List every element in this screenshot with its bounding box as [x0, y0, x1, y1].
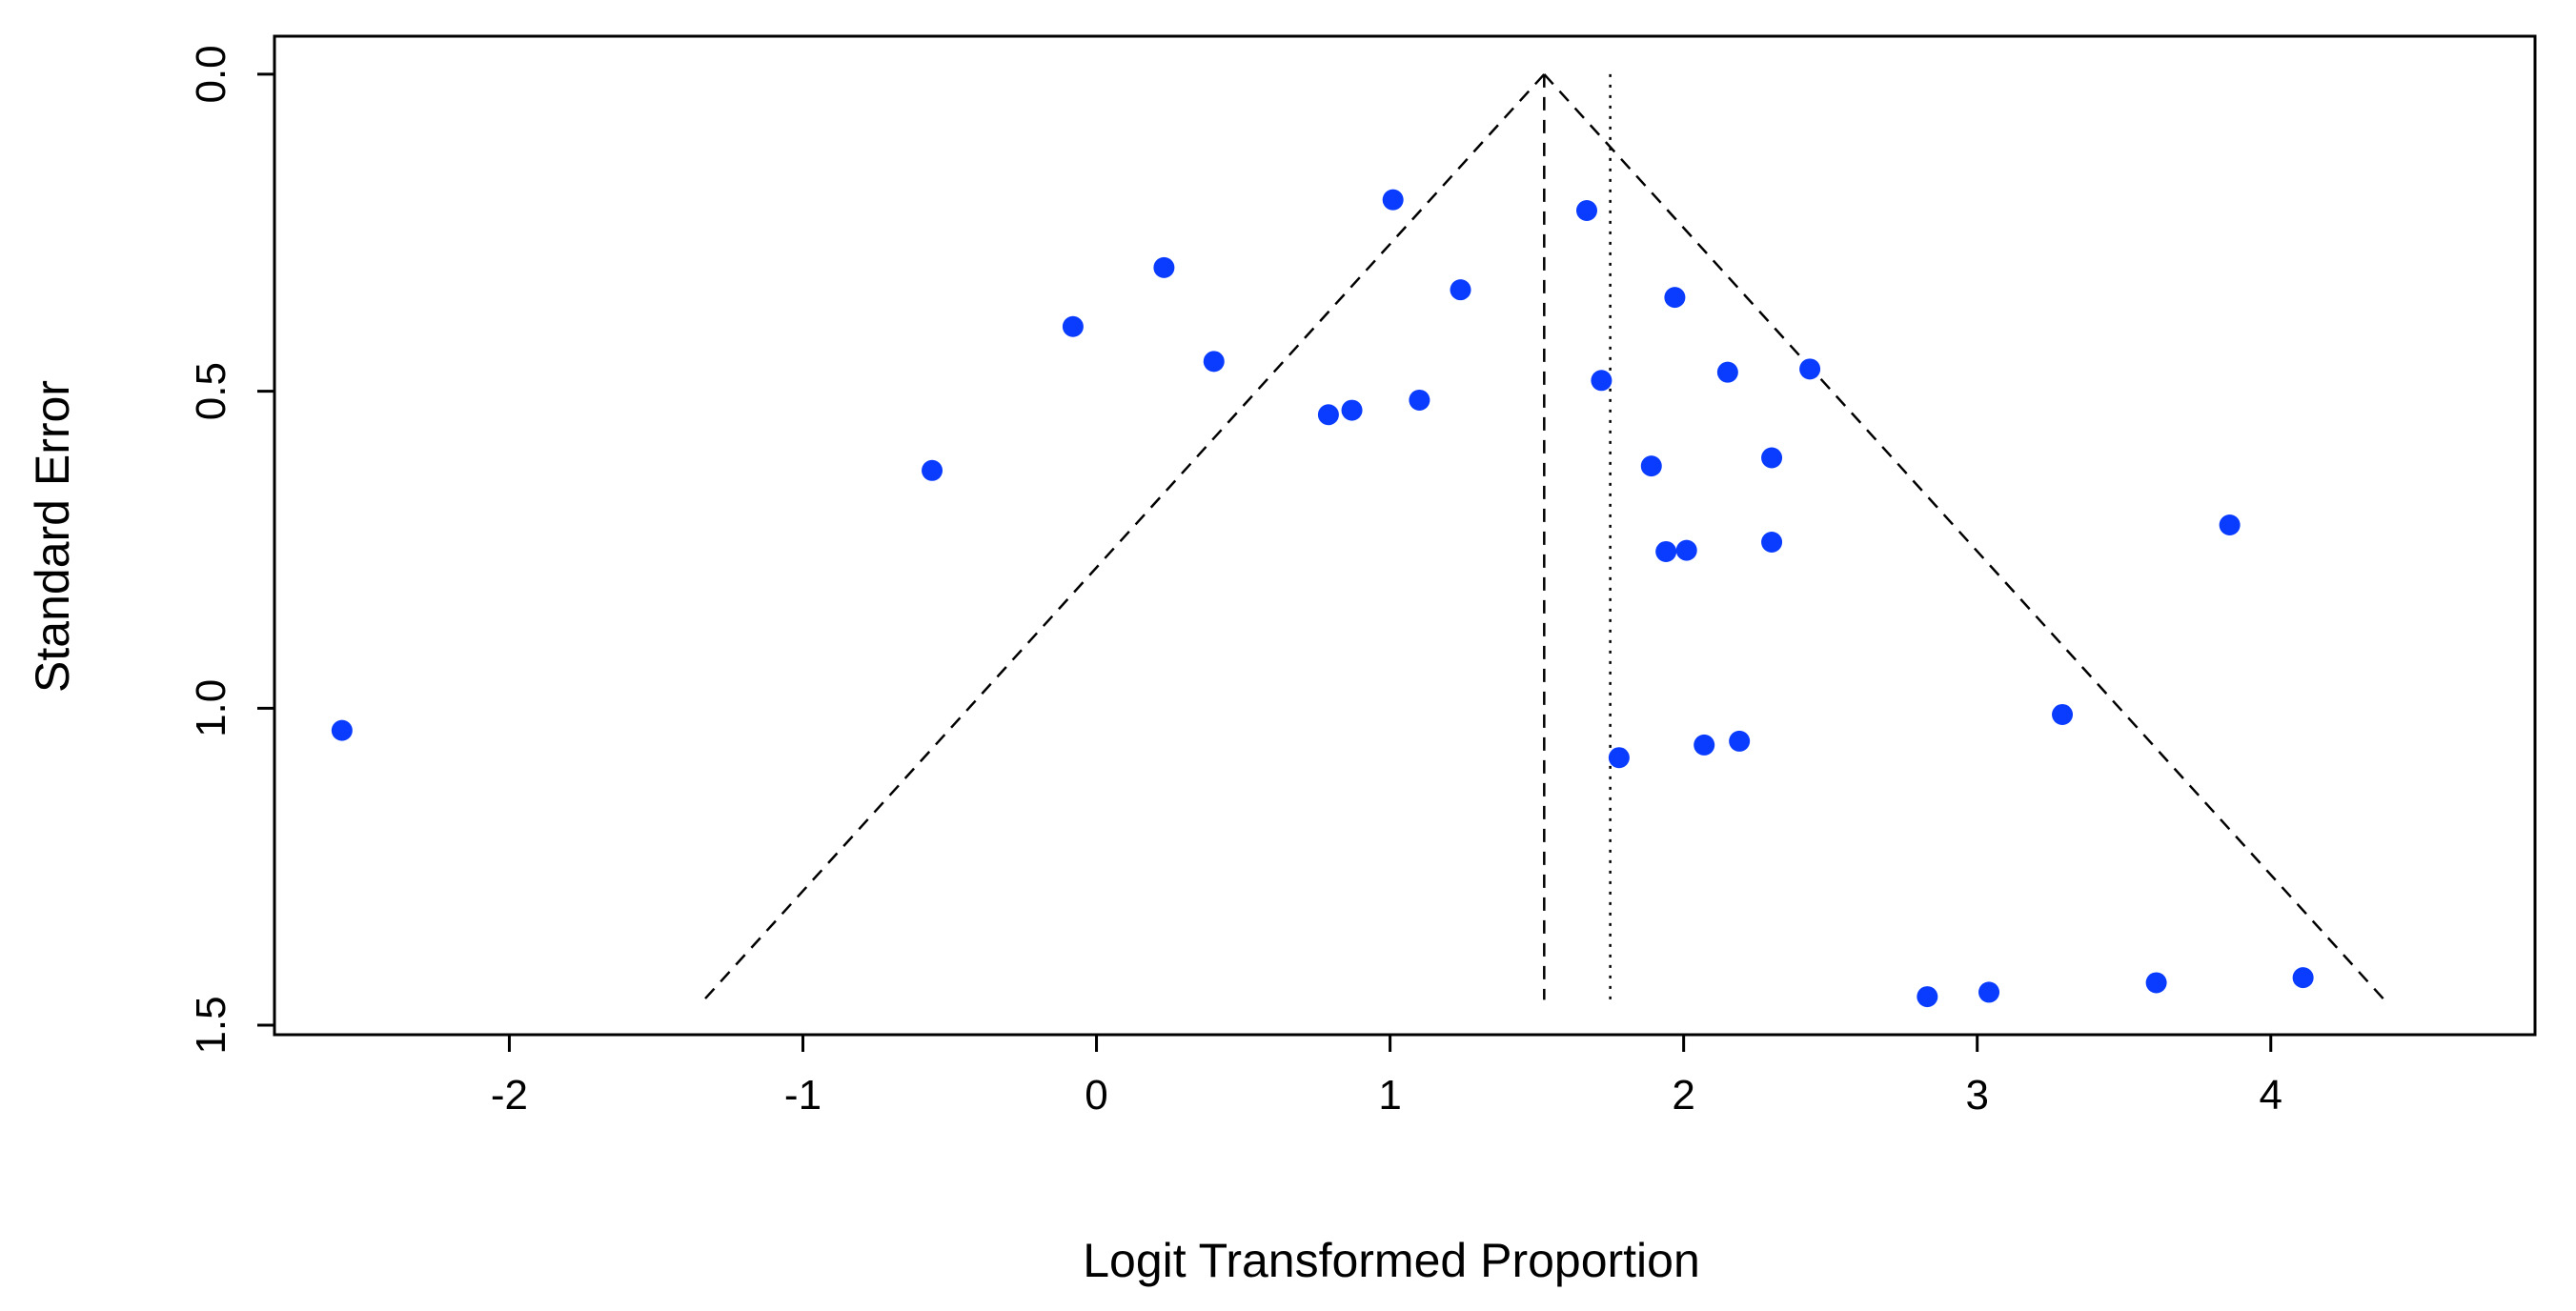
data-point — [1761, 531, 1783, 553]
data-point — [1729, 730, 1751, 752]
x-tick-label: -1 — [784, 1072, 821, 1119]
data-point — [1799, 358, 1821, 380]
data-points — [331, 189, 2314, 1008]
plot-frame — [273, 34, 2537, 1037]
data-point — [1409, 389, 1430, 411]
data-point — [1608, 747, 1630, 769]
x-axis-title: Logit Transformed Proportion — [1083, 1234, 1700, 1287]
data-point — [2145, 972, 2167, 994]
data-point — [1694, 734, 1715, 756]
x-axis: -2 -1 0 1 2 3 4 — [491, 1035, 2282, 1119]
x-tick-label: 4 — [2260, 1072, 2282, 1119]
data-point — [1317, 404, 1339, 426]
data-point — [1716, 361, 1738, 383]
data-point — [1341, 399, 1363, 421]
data-point — [1675, 539, 1697, 561]
x-tick-label: 2 — [1672, 1072, 1694, 1119]
y-axis: 0.0 0.5 1.0 1.5 — [188, 45, 274, 1055]
funnel-left-line — [702, 73, 1546, 1001]
data-point — [1664, 287, 1686, 309]
x-tick-label: 1 — [1378, 1072, 1401, 1119]
y-tick-label: 0.5 — [188, 362, 234, 420]
x-tick-label: -2 — [491, 1072, 528, 1119]
funnel-lines — [702, 73, 2385, 1001]
data-point — [1591, 370, 1613, 392]
data-point — [1917, 986, 1938, 1008]
data-point — [1978, 981, 2000, 1003]
data-point — [1640, 455, 1662, 477]
data-point — [1153, 256, 1175, 278]
data-point — [922, 459, 943, 481]
data-point — [1450, 279, 1471, 301]
x-tick-label: 3 — [1965, 1072, 1988, 1119]
data-point — [1761, 447, 1783, 469]
data-point — [331, 719, 353, 741]
data-point — [2292, 967, 2314, 989]
x-tick-label: 0 — [1085, 1072, 1107, 1119]
funnel-right-line — [1543, 73, 2385, 1001]
data-point — [2052, 703, 2074, 725]
y-axis-title: Standard Error — [26, 380, 79, 693]
data-point — [2219, 514, 2241, 536]
y-tick-label: 1.5 — [188, 996, 234, 1054]
data-point — [1203, 351, 1225, 373]
y-tick-label: 0.0 — [188, 45, 234, 103]
data-point — [1382, 189, 1404, 211]
data-point — [1575, 199, 1597, 221]
y-tick-label: 1.0 — [188, 679, 234, 737]
data-point — [1655, 540, 1677, 562]
data-point — [1062, 315, 1084, 337]
